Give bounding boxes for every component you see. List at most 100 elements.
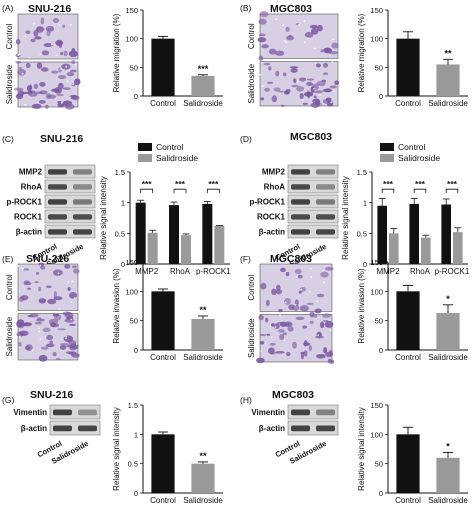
bar bbox=[396, 434, 420, 493]
stained-cell bbox=[291, 84, 299, 88]
membrane-pore bbox=[318, 85, 321, 88]
stained-cell bbox=[326, 100, 334, 107]
stained-cell bbox=[26, 344, 33, 352]
membrane-pore bbox=[71, 280, 74, 283]
significance-bracket bbox=[413, 188, 427, 194]
panel-h-cell-line: MGC803 bbox=[272, 389, 314, 401]
blot-band bbox=[73, 184, 92, 190]
membrane-pore bbox=[329, 329, 332, 332]
blot-band bbox=[291, 184, 310, 190]
stained-cell bbox=[27, 287, 31, 290]
significance-bracket bbox=[206, 188, 220, 194]
significance-bracket bbox=[381, 188, 395, 194]
membrane-pore bbox=[22, 267, 24, 270]
stained-cell bbox=[258, 33, 266, 37]
stained-cell bbox=[258, 18, 267, 25]
stained-cell bbox=[68, 50, 78, 58]
bar bbox=[453, 232, 463, 264]
stained-cell bbox=[297, 274, 303, 279]
stained-cell bbox=[329, 85, 337, 89]
stained-cell bbox=[57, 82, 64, 90]
y-tick-label: 50 bbox=[130, 317, 138, 326]
bar bbox=[389, 233, 399, 264]
stained-cell bbox=[64, 264, 71, 269]
stained-cell bbox=[258, 314, 265, 321]
stained-cell bbox=[48, 318, 58, 325]
panel-b-image-salidroside bbox=[259, 61, 340, 108]
stained-cell bbox=[19, 330, 29, 336]
stained-cell bbox=[31, 103, 42, 109]
stained-cell bbox=[259, 341, 265, 345]
blot-label: β-actin bbox=[259, 424, 285, 433]
membrane-pore bbox=[322, 269, 325, 272]
membrane-pore bbox=[323, 281, 326, 284]
legend-label: Salidroside bbox=[398, 153, 440, 163]
stained-cell bbox=[45, 104, 49, 109]
stained-cell bbox=[59, 343, 70, 346]
stained-cell bbox=[36, 62, 43, 69]
stained-cell bbox=[273, 87, 281, 92]
panel-g-letter: (G) bbox=[2, 395, 14, 405]
blot-label: β-actin bbox=[16, 227, 42, 236]
legend-swatch bbox=[380, 154, 394, 162]
blot-band bbox=[73, 214, 92, 220]
panel-a-chart: 0 50 100 150 Relative migration (%) Control **… bbox=[112, 6, 223, 108]
stained-cell bbox=[302, 102, 308, 105]
membrane-pore bbox=[303, 20, 306, 23]
legend-label: Control bbox=[156, 142, 184, 152]
stained-cell bbox=[33, 83, 39, 90]
stained-cell bbox=[268, 66, 272, 71]
stained-cell bbox=[259, 10, 269, 18]
y-tick-label: 0 bbox=[379, 92, 383, 101]
bar bbox=[191, 463, 215, 493]
panel-a-letter: (A) bbox=[2, 3, 14, 13]
stained-cell bbox=[23, 322, 32, 327]
membrane-pore bbox=[31, 349, 34, 352]
bar bbox=[135, 202, 146, 264]
stained-cell bbox=[313, 95, 317, 98]
legend-swatch bbox=[138, 154, 152, 162]
panel-e-image-label-salidroside: Salidroside bbox=[5, 316, 14, 356]
category-label: Control bbox=[395, 99, 421, 108]
bar bbox=[436, 313, 460, 350]
y-tick-label: 50 bbox=[375, 63, 383, 72]
y-tick-label: 0 bbox=[379, 489, 383, 498]
panel-e-cell-line: SNU-216 bbox=[26, 253, 69, 265]
membrane-pore bbox=[261, 85, 264, 87]
y-tick-label: 100 bbox=[370, 35, 383, 44]
bar bbox=[151, 38, 175, 96]
stained-cell bbox=[66, 72, 75, 77]
membrane-pore bbox=[44, 335, 47, 338]
panel-f-cell-line: MGC803 bbox=[270, 253, 312, 265]
stained-cell bbox=[306, 302, 315, 305]
panel-g-chart: 0 0.5 1 1.5 Relative signal intensity Control… bbox=[112, 401, 223, 505]
stained-cell bbox=[323, 347, 328, 354]
stained-cell bbox=[268, 347, 275, 355]
category-label: p-ROCK1 bbox=[196, 267, 231, 276]
panel-h-blot: Vimentin β-actin bbox=[251, 404, 339, 436]
panel-e-image-label-control: Control bbox=[5, 274, 14, 300]
significance-label: ** bbox=[199, 305, 207, 315]
stained-cell bbox=[46, 285, 52, 289]
stained-cell bbox=[74, 78, 81, 86]
stained-cell bbox=[310, 27, 319, 35]
y-tick-label: 0.5 bbox=[357, 229, 367, 238]
blot-strip bbox=[287, 404, 339, 420]
stained-cell bbox=[280, 267, 286, 273]
panel-g-blot: Vimentin β-actin bbox=[13, 404, 101, 436]
stained-cell bbox=[331, 42, 339, 49]
stained-cell bbox=[282, 72, 287, 77]
y-tick-label: 1 bbox=[134, 430, 138, 439]
stained-cell bbox=[47, 298, 57, 305]
membrane-pore bbox=[18, 53, 21, 56]
blot-label: Vimentin bbox=[13, 408, 47, 417]
category-label: Control bbox=[150, 353, 176, 362]
membrane-pore bbox=[68, 69, 71, 72]
stained-cell bbox=[259, 333, 267, 336]
stained-cell bbox=[269, 342, 276, 346]
membrane-pore bbox=[333, 90, 336, 93]
membrane-pore bbox=[313, 87, 315, 90]
y-axis-title: Relative signal intensity bbox=[99, 176, 108, 260]
panel-h-chart: 0 50 100 150 Relative signal intensity Contro… bbox=[357, 401, 468, 505]
